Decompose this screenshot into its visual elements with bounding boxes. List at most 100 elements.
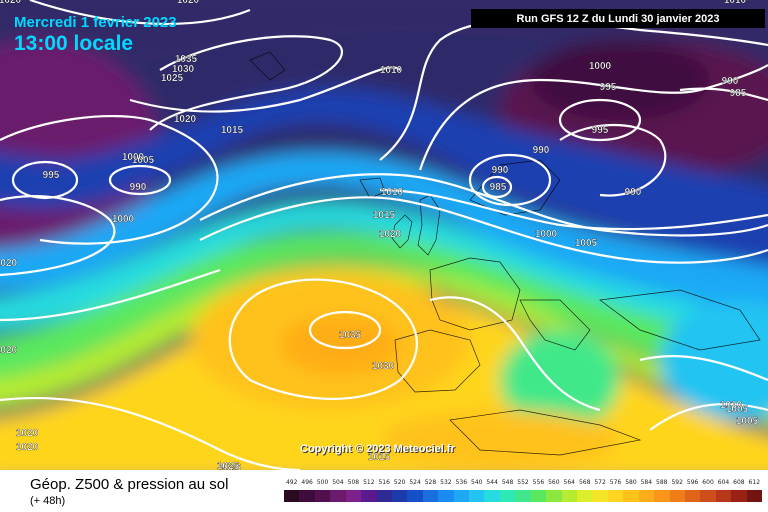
scale-label: 608 bbox=[733, 479, 745, 486]
copyright-text: Copyright © 2023 Meteociel.fr bbox=[300, 443, 455, 455]
isobar-label: 990 bbox=[625, 187, 642, 198]
forecast-lead-time: (+ 48h) bbox=[30, 495, 66, 507]
scale-label: 564 bbox=[563, 479, 575, 486]
isobar-label: 990 bbox=[492, 165, 509, 176]
isobar-label: 1020 bbox=[379, 229, 402, 240]
scale-label: 528 bbox=[424, 479, 437, 486]
scale-swatch bbox=[314, 490, 331, 502]
isobar-label: 1035 bbox=[339, 330, 362, 341]
isobar-label: 990 bbox=[722, 76, 739, 87]
scale-label: 512 bbox=[363, 479, 375, 486]
scale-swatch bbox=[592, 490, 608, 502]
scale-swatch bbox=[330, 490, 346, 502]
scale-label: 540 bbox=[471, 479, 483, 486]
isobar-label: 990 bbox=[533, 145, 550, 156]
scale-label: 600 bbox=[702, 479, 714, 486]
isobar-label: 1010 bbox=[720, 400, 743, 411]
isobar-label: 1005 bbox=[132, 155, 155, 166]
isobar-label: 985 bbox=[490, 182, 507, 193]
scale-swatch bbox=[484, 490, 500, 502]
isobar-label: 1020 bbox=[174, 114, 197, 125]
legend-footer: Géop. Z500 & pression au sol (+ 48h) 492… bbox=[0, 470, 768, 512]
scale-label: 500 bbox=[316, 479, 329, 486]
scale-label: 508 bbox=[347, 479, 360, 486]
scale-swatch bbox=[391, 490, 408, 502]
isobar-label: 1010 bbox=[380, 65, 403, 76]
scale-label: 612 bbox=[748, 479, 761, 486]
isobar-label: 1015 bbox=[373, 210, 396, 221]
forecast-time: 13:00 locale bbox=[14, 32, 134, 55]
isobar-label: 985 bbox=[730, 88, 747, 99]
isobar-label: 1010 bbox=[381, 187, 404, 198]
scale-label: 544 bbox=[486, 479, 498, 486]
scale-label: 576 bbox=[609, 479, 622, 486]
scale-swatch bbox=[407, 490, 423, 502]
color-scale-labels: 492 496 500 504 508 512 516 520 524 528 532 536 540 5… bbox=[284, 479, 762, 489]
isobar-label: 995 bbox=[600, 82, 617, 93]
scale-label: 552 bbox=[517, 479, 529, 486]
scale-label: 492 bbox=[285, 479, 298, 486]
isobar-label: 1020 bbox=[177, 0, 200, 6]
scale-swatch bbox=[731, 490, 747, 502]
forecast-date: Mercredi 1 fevrier 2023 bbox=[14, 14, 177, 31]
scale-label: 504 bbox=[332, 479, 344, 486]
scale-label: 516 bbox=[378, 479, 390, 486]
scale-swatch bbox=[361, 490, 377, 502]
scale-swatch bbox=[746, 490, 763, 502]
isobars bbox=[0, 0, 768, 470]
isobar-label: 1035 bbox=[175, 54, 198, 65]
scale-swatch bbox=[345, 490, 362, 502]
scale-swatch bbox=[546, 490, 562, 502]
scale-swatch bbox=[422, 490, 439, 502]
scale-swatch bbox=[469, 490, 485, 502]
scale-swatch bbox=[376, 490, 392, 502]
scale-swatch bbox=[577, 490, 593, 502]
isobar-label: 1000 bbox=[122, 152, 145, 163]
scale-label: 556 bbox=[532, 479, 545, 486]
isobar-label: 1005 bbox=[726, 404, 749, 415]
scale-swatch bbox=[561, 490, 578, 502]
scale-label: 588 bbox=[656, 479, 668, 486]
isobar-label: 1000 bbox=[112, 214, 135, 225]
isobar-label: 995 bbox=[592, 125, 609, 136]
scale-swatch bbox=[684, 490, 701, 502]
scale-swatch bbox=[638, 490, 655, 502]
scale-label: 496 bbox=[301, 479, 313, 486]
scale-swatch bbox=[438, 490, 454, 502]
scale-label: 536 bbox=[455, 479, 468, 486]
isobar-label: 1020 bbox=[0, 258, 18, 269]
isobar-labels: 1035 1030 1025 1020 1015 1010 1005 1000 … bbox=[0, 0, 759, 470]
scale-swatch bbox=[623, 490, 639, 502]
scale-swatch bbox=[700, 490, 716, 502]
scale-swatch bbox=[654, 490, 670, 502]
scale-label: 596 bbox=[686, 479, 699, 486]
model-run-label: Run GFS 12 Z du Lundi 30 janvier 2023 bbox=[471, 9, 765, 28]
scale-swatch bbox=[299, 490, 315, 502]
isobar-label: 1020 bbox=[0, 345, 18, 356]
scale-swatch bbox=[530, 490, 547, 502]
scale-label: 584 bbox=[640, 479, 653, 486]
scale-label: 524 bbox=[409, 479, 421, 486]
isobar-label: 1000 bbox=[589, 61, 612, 72]
isobar-label: 1020 bbox=[16, 428, 39, 439]
scale-label: 520 bbox=[393, 479, 406, 486]
scale-swatch bbox=[607, 490, 624, 502]
isobar-label: 1005 bbox=[575, 238, 598, 249]
scale-label: 592 bbox=[671, 479, 683, 486]
scale-swatch bbox=[499, 490, 516, 502]
map-title: Géop. Z500 & pression au sol bbox=[30, 476, 229, 493]
isobar-label: 1025 bbox=[217, 461, 240, 470]
scale-label: 548 bbox=[501, 479, 514, 486]
coastlines bbox=[249, 51, 761, 456]
scale-label: 580 bbox=[625, 479, 637, 486]
isobar-label: 1030 bbox=[172, 64, 195, 75]
isobar-label: 990 bbox=[130, 182, 147, 193]
isobar-label: 995 bbox=[43, 170, 60, 181]
isobar-label: 1010 bbox=[724, 0, 747, 6]
scale-swatch bbox=[453, 490, 470, 502]
scale-swatch bbox=[284, 490, 300, 502]
scale-label: 572 bbox=[594, 479, 606, 486]
isobar-label: 1005 bbox=[736, 416, 759, 427]
isobar-label: 1015 bbox=[221, 125, 244, 136]
